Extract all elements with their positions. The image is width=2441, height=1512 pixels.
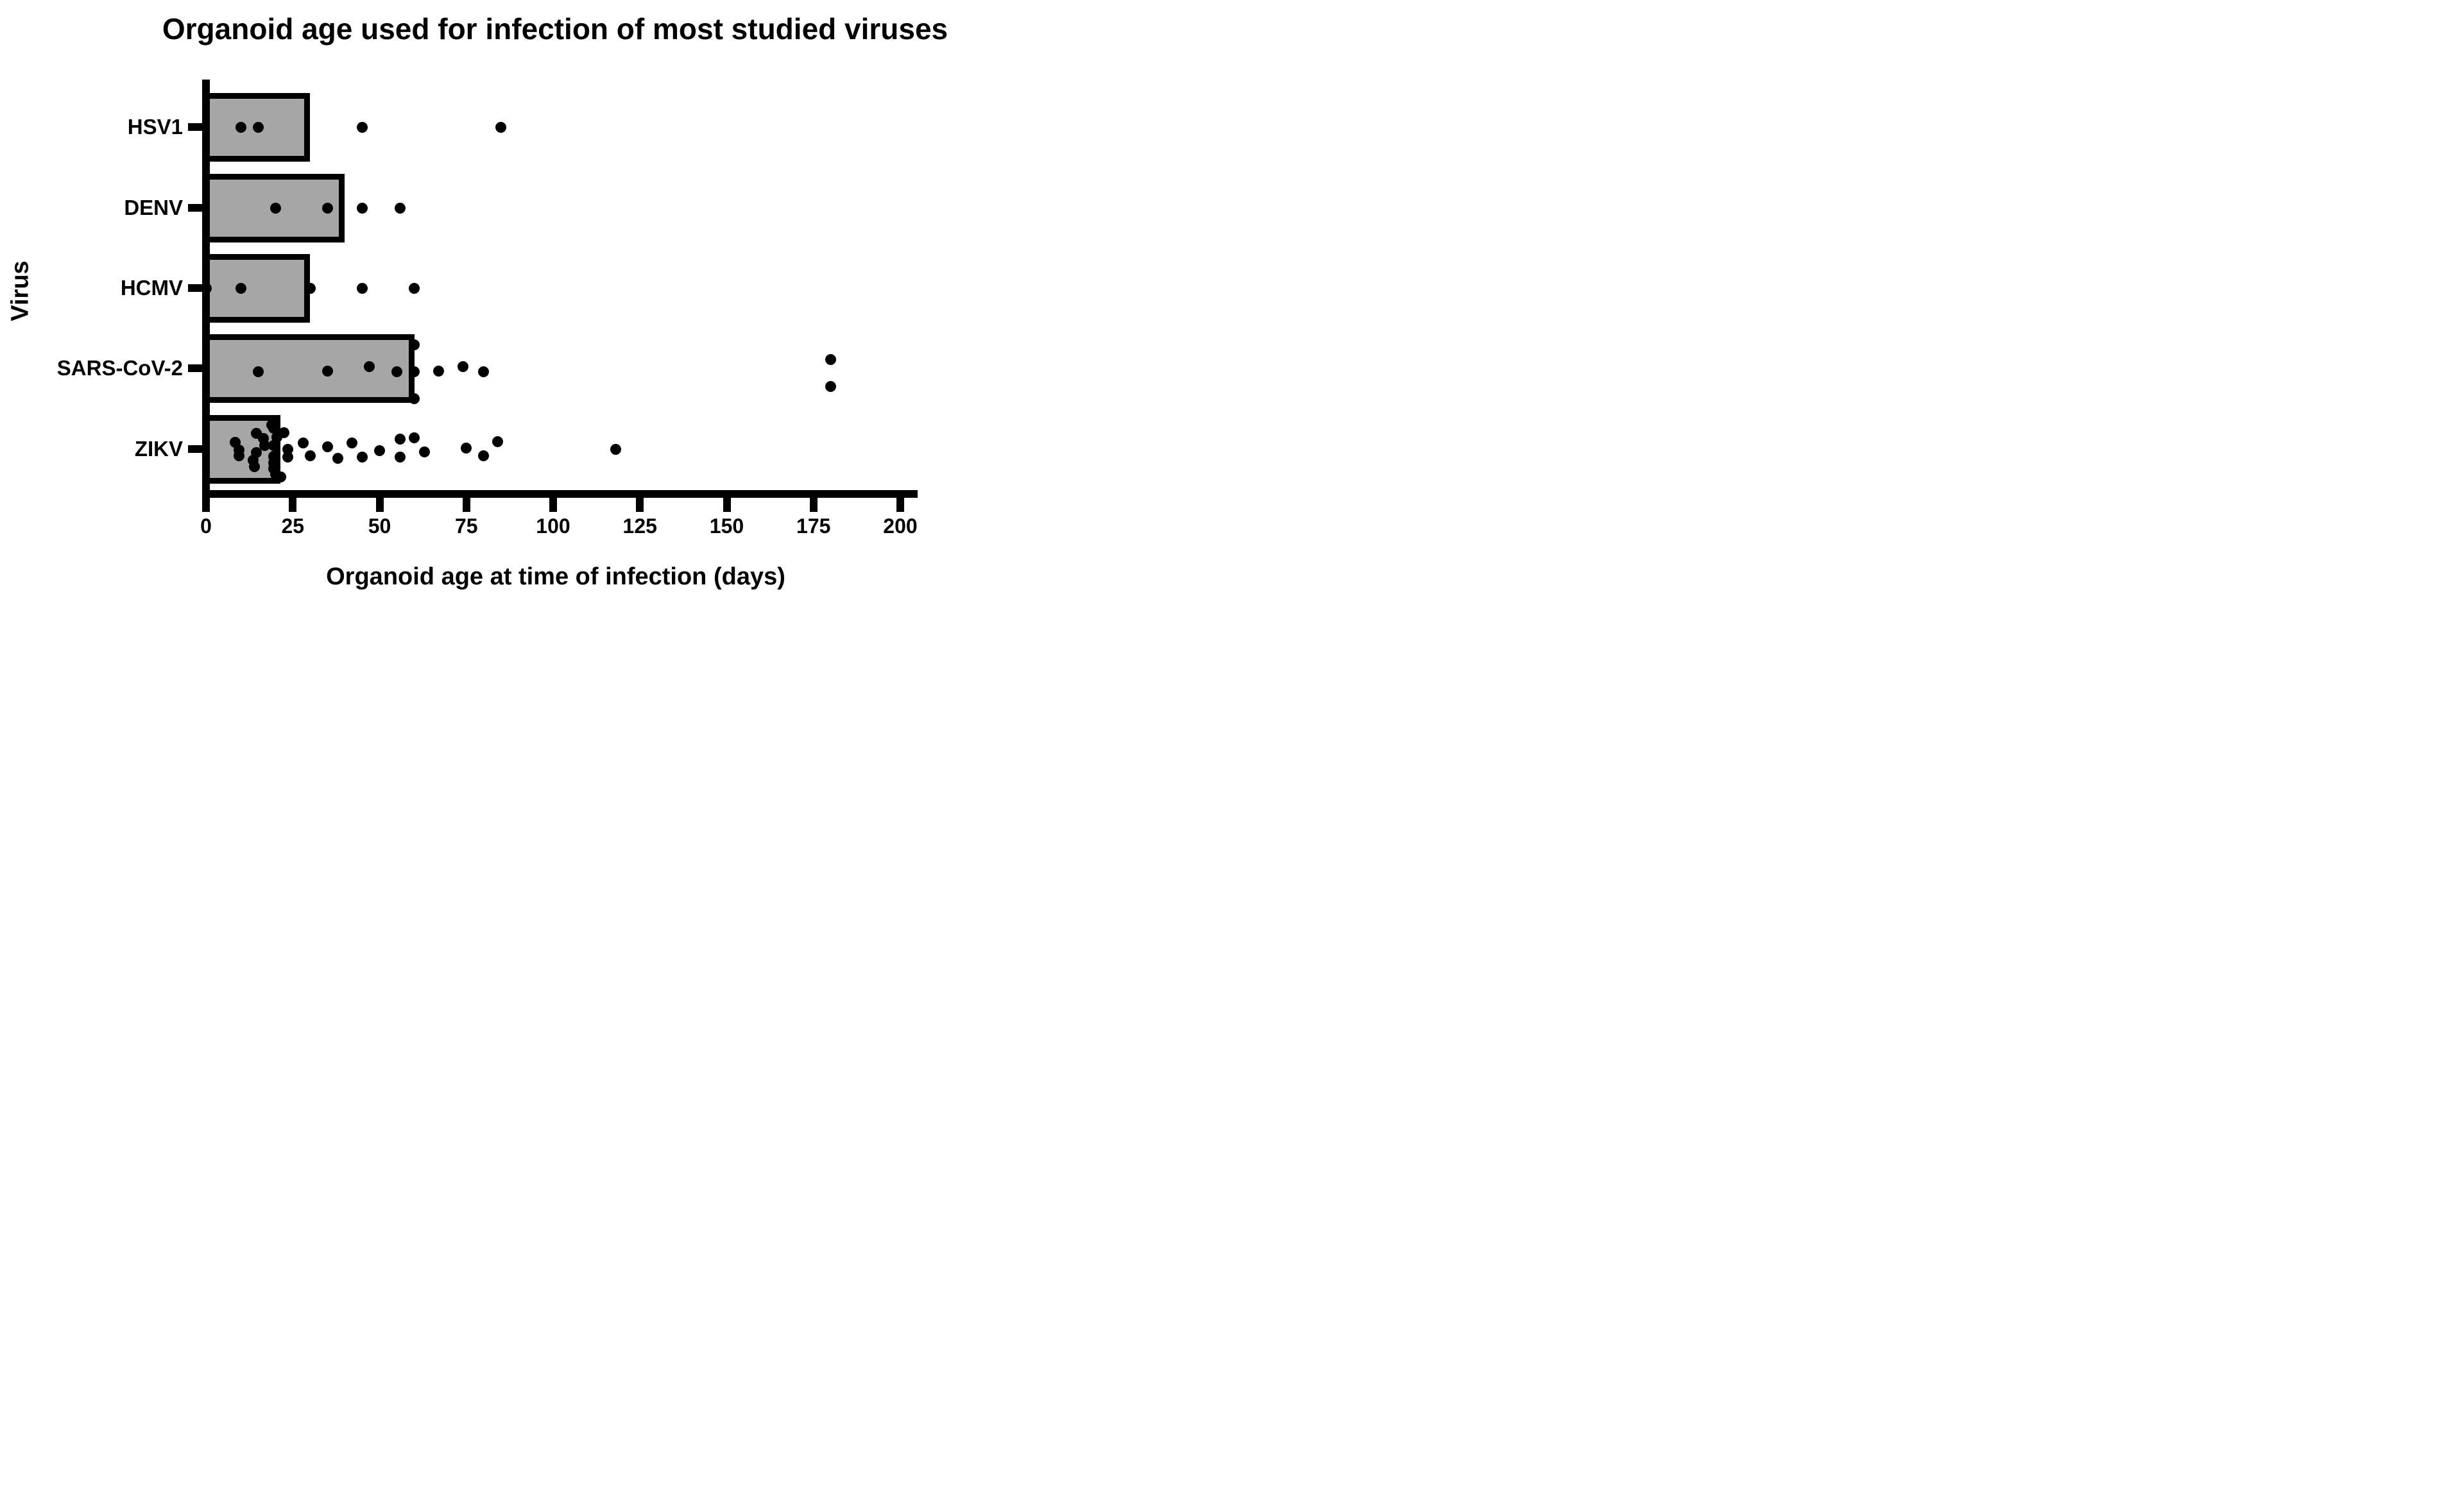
category-label-HSV1: HSV1 [127, 115, 183, 139]
data-point-ZIKV [282, 451, 293, 463]
data-point-HCMV [409, 282, 420, 294]
data-point-ZIKV [610, 443, 621, 455]
x-tick-label-75: 75 [454, 514, 478, 538]
data-point-DENV [270, 202, 281, 214]
category-label-DENV: DENV [124, 196, 183, 219]
x-tick-label-175: 175 [796, 514, 831, 538]
x-tick-100 [549, 498, 557, 512]
x-tick-label-125: 125 [622, 514, 657, 538]
data-point-HCMV [200, 282, 212, 294]
x-tick-75 [462, 498, 470, 512]
data-point-ZIKV [461, 442, 472, 454]
data-point-SARS-CoV-2 [409, 393, 420, 404]
data-point-ZIKV [478, 450, 490, 461]
data-point-ZIKV [259, 439, 271, 451]
data-point-HCMV [356, 282, 368, 294]
bar-SARS-CoV-2 [202, 334, 415, 403]
category-label-SARS-CoV-2: SARS-CoV-2 [56, 356, 183, 380]
data-point-ZIKV [374, 445, 385, 456]
data-point-SARS-CoV-2 [457, 361, 468, 372]
data-point-SARS-CoV-2 [825, 380, 837, 392]
data-point-ZIKV [297, 437, 309, 448]
data-point-DENV [321, 202, 333, 214]
category-label-ZIKV: ZIKV [134, 437, 183, 461]
x-tick-label-100: 100 [536, 514, 570, 538]
x-tick-150 [723, 498, 731, 512]
data-point-ZIKV [321, 441, 333, 452]
data-point-ZIKV [304, 450, 316, 461]
data-point-HSV1 [356, 121, 368, 133]
x-tick-0 [202, 498, 210, 512]
x-tick-25 [289, 498, 297, 512]
data-point-SARS-CoV-2 [409, 366, 420, 377]
data-point-ZIKV [268, 439, 279, 451]
data-point-SARS-CoV-2 [252, 366, 264, 377]
data-point-ZIKV [332, 452, 344, 464]
data-point-ZIKV [233, 450, 244, 461]
y-tick-HCMV [188, 284, 202, 292]
data-point-ZIKV [275, 471, 286, 482]
data-point-HSV1 [235, 121, 246, 133]
data-point-ZIKV [395, 451, 406, 463]
data-point-SARS-CoV-2 [825, 353, 837, 365]
data-point-HSV1 [252, 121, 264, 133]
x-tick-label-50: 50 [368, 514, 391, 538]
data-point-ZIKV [409, 432, 420, 443]
bar-HCMV [202, 253, 311, 323]
x-axis-title: Organoid age at time of infection (days) [326, 563, 785, 590]
data-point-SARS-CoV-2 [409, 339, 420, 350]
x-tick-label-25: 25 [281, 514, 305, 538]
chart-title: Organoid age used for infection of most … [162, 12, 948, 46]
data-point-ZIKV [249, 461, 261, 472]
data-point-SARS-CoV-2 [391, 366, 403, 377]
data-point-SARS-CoV-2 [433, 365, 444, 377]
data-point-SARS-CoV-2 [478, 366, 490, 377]
x-tick-200 [896, 498, 904, 512]
y-tick-SARS-CoV-2 [188, 364, 202, 372]
category-label-HCMV: HCMV [120, 276, 183, 300]
x-tick-175 [809, 498, 818, 512]
data-point-DENV [356, 202, 368, 214]
data-point-ZIKV [268, 422, 279, 434]
y-tick-ZIKV [188, 445, 202, 453]
data-point-ZIKV [356, 451, 368, 463]
bar-chart-figure: Organoid age used for infection of most … [0, 0, 977, 605]
x-axis-line [202, 490, 918, 498]
data-point-ZIKV [278, 427, 290, 438]
data-point-HCMV [304, 282, 316, 294]
data-point-ZIKV [419, 446, 431, 457]
data-point-HCMV [235, 282, 246, 294]
data-point-HSV1 [495, 121, 507, 133]
data-point-ZIKV [492, 436, 503, 447]
x-tick-125 [636, 498, 644, 512]
data-point-DENV [395, 202, 406, 214]
x-tick-label-0: 0 [200, 514, 212, 538]
y-tick-HSV1 [188, 123, 202, 131]
x-tick-50 [375, 498, 384, 512]
data-point-SARS-CoV-2 [363, 361, 375, 372]
y-tick-DENV [188, 204, 202, 212]
data-point-ZIKV [346, 437, 357, 448]
data-point-ZIKV [395, 433, 406, 445]
x-tick-label-200: 200 [883, 514, 918, 538]
data-point-SARS-CoV-2 [321, 365, 333, 377]
x-tick-label-150: 150 [709, 514, 744, 538]
